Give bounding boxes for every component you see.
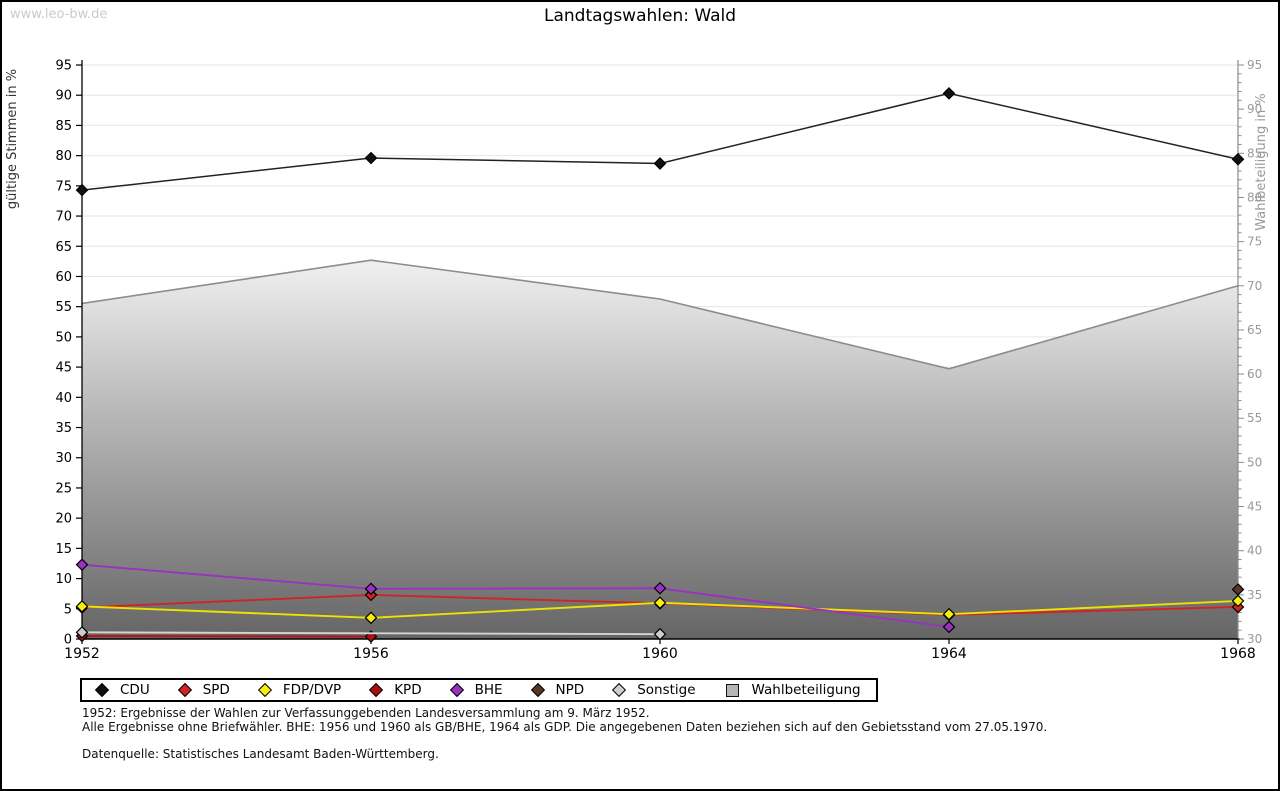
left-axis-tick-label: 35 bbox=[55, 421, 72, 436]
left-axis-tick-label: 65 bbox=[55, 240, 72, 255]
legend-label: Wahlbeteiligung bbox=[751, 682, 861, 698]
x-axis-tick-label: 1956 bbox=[353, 646, 389, 662]
watermark: www.leo-bw.de bbox=[10, 7, 108, 22]
legend-diamond-icon bbox=[530, 682, 545, 698]
legend-item-kpd: KPD bbox=[369, 682, 422, 698]
left-axis-title: gültige Stimmen in % bbox=[5, 69, 20, 209]
x-axis-tick-label: 1952 bbox=[64, 646, 100, 662]
series-marker-bhe bbox=[653, 581, 667, 595]
series-marker-bhe bbox=[75, 558, 89, 572]
right-axis-tick-label: 85 bbox=[1247, 146, 1262, 160]
right-axis-tick-label: 45 bbox=[1247, 500, 1262, 514]
left-axis-tick-label: 5 bbox=[64, 602, 72, 617]
left-axis-tick-label: 30 bbox=[55, 451, 72, 466]
series-line-kpd bbox=[81, 635, 372, 638]
left-axis-tick-label: 10 bbox=[55, 572, 72, 587]
series-marker-fdp-dvp bbox=[75, 600, 89, 613]
left-axis-tick-label: 20 bbox=[55, 512, 72, 527]
legend-item-fdp-dvp: FDP/DVP bbox=[257, 682, 342, 698]
right-axis-tick-label: 35 bbox=[1247, 588, 1262, 602]
legend-label: Sonstige bbox=[637, 682, 696, 698]
legend-square-icon bbox=[725, 683, 739, 697]
series-line-bhe bbox=[81, 563, 950, 628]
page-title: Landtagswahlen: Wald bbox=[543, 6, 737, 26]
legend-label: FDP/DVP bbox=[282, 682, 342, 698]
right-axis-tick-label: 50 bbox=[1247, 455, 1262, 469]
legend-diamond-icon bbox=[369, 682, 384, 698]
left-axis-tick-label: 50 bbox=[55, 330, 72, 345]
series-line-cdu bbox=[81, 92, 1239, 191]
series-marker-bhe bbox=[942, 620, 956, 634]
right-axis-tick-label: 90 bbox=[1247, 102, 1262, 116]
series-marker-fdp-dvp bbox=[942, 607, 956, 621]
left-axis-tick-label: 70 bbox=[55, 210, 72, 225]
series-marker-cdu bbox=[942, 87, 956, 100]
chart-canvas: 0 5 10 15 20 25 30 35 40 45 50 55 60 65 70 75 80 85 90 95 30… bbox=[5, 58, 1269, 662]
legend-diamond-icon bbox=[612, 682, 627, 698]
series-marker-fdp-dvp bbox=[1231, 594, 1245, 608]
right-axis-tick-label: 70 bbox=[1247, 279, 1262, 293]
area-edge-wahlbeteiligung bbox=[81, 259, 1239, 370]
series-marker-sonstige bbox=[75, 626, 89, 639]
right-axis-tick-label: 65 bbox=[1247, 323, 1262, 337]
area-wahlbeteiligung bbox=[82, 260, 1238, 639]
x-axis-tick-label: 1964 bbox=[931, 646, 967, 662]
footnote-1952: 1952: Ergebnisse der Wahlen zur Verfassu… bbox=[82, 706, 650, 720]
legend-label: SPD bbox=[202, 682, 230, 698]
series-marker-fdp-dvp bbox=[653, 596, 667, 610]
series-marker-cdu bbox=[75, 183, 89, 197]
legend-diamond-icon bbox=[94, 682, 110, 698]
series-marker-cdu bbox=[653, 157, 667, 170]
left-axis-tick-label: 15 bbox=[55, 542, 72, 557]
legend-label: KPD bbox=[394, 682, 422, 698]
footnote-methodology: Alle Ergebnisse ohne Briefwähler. BHE: 1… bbox=[82, 720, 1048, 734]
data-source: Datenquelle: Statistisches Landesamt Bad… bbox=[82, 747, 439, 761]
legend-label: CDU bbox=[120, 682, 150, 698]
series-marker-bhe bbox=[364, 582, 378, 596]
right-axis-tick-label: 80 bbox=[1247, 190, 1262, 204]
series-marker-kpd bbox=[364, 630, 378, 643]
left-axis-tick-label: 95 bbox=[55, 59, 72, 74]
legend-item-wahlbeteiligung: Wahlbeteiligung bbox=[725, 682, 861, 698]
left-axis-tick-label: 45 bbox=[55, 361, 72, 376]
legend-item-sonstige: Sonstige bbox=[612, 682, 696, 698]
legend-diamond-icon bbox=[177, 682, 192, 698]
series-marker-sonstige bbox=[653, 627, 667, 641]
right-axis-title: Wahlbeteiligung in % bbox=[1254, 93, 1269, 230]
x-axis-tick-label: 1968 bbox=[1220, 646, 1256, 662]
legend-item-bhe: BHE bbox=[449, 682, 503, 698]
left-axis-tick-label: 40 bbox=[55, 391, 72, 406]
series-marker-fdp-dvp bbox=[364, 611, 378, 625]
footnotes: 1952: Ergebnisse der Wahlen zur Verfassu… bbox=[82, 706, 1047, 761]
right-axis-tick-label: 75 bbox=[1247, 235, 1262, 249]
legend-item-spd: SPD bbox=[177, 682, 230, 698]
right-axis-tick-label: 40 bbox=[1247, 544, 1262, 558]
left-axis-tick-label: 0 bbox=[64, 633, 72, 648]
chart-legend: CDU SPD FDP/DVP KPD BHE NPD Sonstige Wahlbeteil… bbox=[80, 678, 878, 702]
right-axis-tick-label: 95 bbox=[1247, 58, 1262, 72]
left-axis-tick-label: 90 bbox=[55, 89, 72, 104]
series-line-sonstige bbox=[81, 631, 661, 636]
legend-diamond-icon bbox=[257, 682, 272, 698]
series-marker-cdu bbox=[364, 151, 378, 165]
left-axis-tick-label: 55 bbox=[55, 300, 72, 315]
legend-diamond-icon bbox=[449, 682, 464, 698]
legend-label: BHE bbox=[474, 682, 503, 698]
series-marker-npd bbox=[1231, 583, 1245, 596]
left-axis-tick-label: 25 bbox=[55, 481, 72, 496]
legend-item-cdu: CDU bbox=[94, 682, 150, 698]
left-axis-tick-label: 60 bbox=[55, 270, 72, 285]
legend-label: NPD bbox=[555, 682, 585, 698]
left-axis-tick-label: 80 bbox=[55, 149, 72, 164]
right-axis-tick-label: 55 bbox=[1247, 411, 1262, 425]
x-axis-tick-label: 1960 bbox=[642, 646, 678, 662]
right-axis-tick-label: 60 bbox=[1247, 367, 1262, 381]
legend-item-npd: NPD bbox=[530, 682, 585, 698]
right-axis-tick-label: 30 bbox=[1247, 632, 1262, 646]
series-marker-cdu bbox=[1231, 152, 1245, 166]
left-axis-tick-label: 75 bbox=[55, 179, 72, 194]
left-axis-tick-label: 85 bbox=[55, 119, 72, 134]
